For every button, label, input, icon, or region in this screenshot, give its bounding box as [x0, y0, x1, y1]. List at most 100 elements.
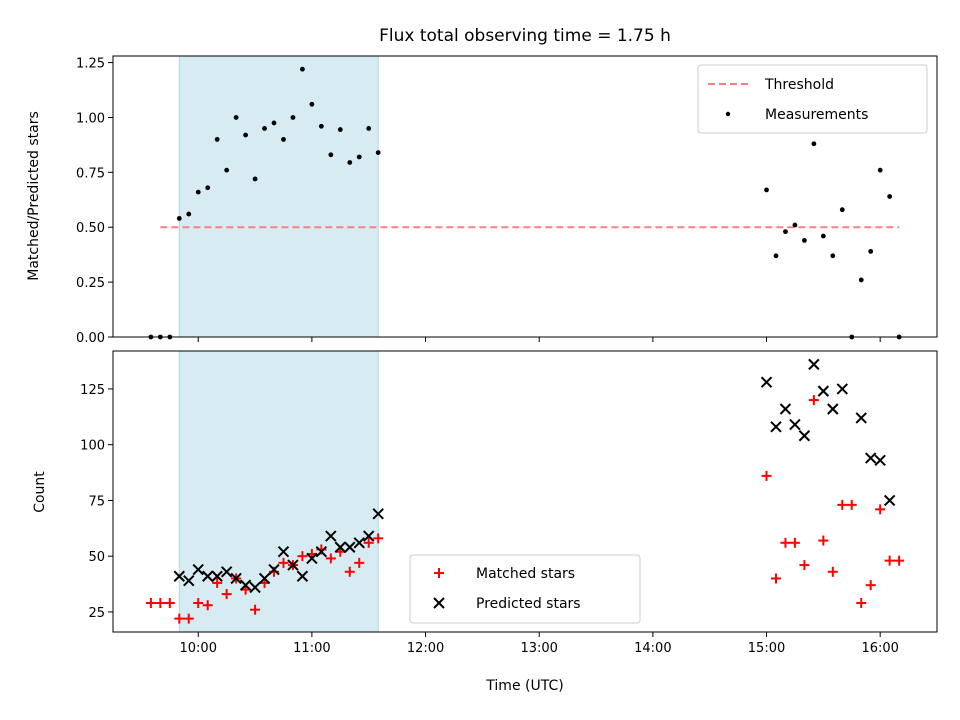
measurement-point [252, 176, 258, 182]
predicted-star-point [353, 537, 365, 549]
top-y-tick-label: 0.00 [76, 331, 105, 346]
predicted-star-point [306, 552, 318, 565]
matched-star-point [155, 598, 166, 609]
matched-star-point [202, 600, 213, 611]
measurement-point [318, 123, 324, 129]
predicted-star-point [855, 412, 867, 424]
measurement-point [176, 216, 182, 221]
measurement-point [773, 253, 779, 259]
measurement-point [224, 167, 230, 173]
bottom-legend-box [409, 554, 641, 624]
x-tick-label: 11:00 [293, 641, 330, 656]
bottom-legend: Matched stars Predicted stars [409, 554, 641, 624]
bottom-y-axis-label: Count [32, 471, 48, 513]
matched-star-point [278, 557, 289, 568]
measurement-point [783, 229, 788, 235]
legend-matched-swatch [434, 568, 444, 578]
top-observing-interval [179, 56, 379, 337]
predicted-star-point [258, 572, 271, 585]
top-plot-marks [148, 66, 902, 340]
predicted-star-point [202, 570, 214, 582]
matched-star-point [799, 560, 810, 571]
top-y-tick-label: 1.25 [76, 57, 105, 72]
predicted-star-point [211, 570, 223, 582]
measurement-point [290, 115, 296, 120]
matched-star-point [373, 533, 384, 544]
top-y-ticks: 0.00 0.25 0.50 0.75 1.00 1.25 [76, 57, 113, 346]
measurement-point [839, 207, 845, 213]
predicted-star-point [268, 563, 280, 576]
matched-star-point [818, 535, 829, 546]
predicted-star-point [770, 421, 782, 433]
measurement-point [802, 238, 807, 243]
matched-star-point [145, 598, 156, 609]
x-tick-label: 16:00 [861, 641, 898, 656]
matched-star-point [297, 551, 308, 562]
measurement-point [820, 233, 826, 239]
matched-star-point [856, 598, 867, 609]
chart-title: Flux total observing time = 1.75 h [379, 26, 671, 46]
predicted-star-point [220, 566, 233, 578]
predicted-star-point [334, 541, 347, 553]
bottom-panel: 10:00 11:00 12:00 13:00 14:00 15:00 16:00 25 50… [32, 350, 938, 694]
measurement-point [271, 120, 277, 126]
x-tick-label: 12:00 [407, 641, 444, 656]
matched-star-point [827, 566, 838, 577]
matched-star-point [808, 395, 819, 406]
matched-star-point [164, 598, 175, 609]
matched-star-point [325, 553, 336, 564]
measurement-point [811, 141, 817, 147]
bottom-x-ticks: 10:00 11:00 12:00 13:00 14:00 15:00 16:00 [180, 632, 899, 656]
legend-measurements-swatch [725, 111, 731, 117]
predicted-star-point [836, 383, 848, 395]
matched-star-point [837, 499, 848, 510]
matched-star-point [780, 537, 791, 548]
predicted-star-point [230, 572, 242, 585]
measurement-point [195, 189, 201, 195]
bottom-y-tick-label: 50 [88, 550, 105, 565]
bottom-y-tick-label: 100 [80, 439, 105, 454]
measurement-point [830, 253, 836, 259]
matched-star-point [875, 504, 886, 515]
measurement-point [337, 127, 343, 132]
matched-star-point [846, 499, 857, 510]
matched-star-point [174, 613, 185, 624]
matched-star-point [884, 555, 895, 566]
matched-star-point [770, 573, 781, 584]
bottom-y-tick-label: 125 [80, 383, 105, 398]
matched-star-point [894, 555, 905, 566]
top-y-tick-label: 0.50 [76, 221, 105, 236]
top-panel: 0.00 0.25 0.50 0.75 1.00 1.25 Matched/Predict… [26, 55, 938, 346]
predicted-star-point [817, 385, 830, 397]
measurement-point [375, 150, 381, 155]
bottom-y-ticks: 25 50 75 100 125 [80, 383, 113, 621]
matched-star-point [221, 589, 232, 600]
measurement-point [300, 66, 305, 72]
matched-star-point [761, 470, 772, 481]
measurement-point [186, 211, 192, 217]
predicted-star-point [344, 541, 356, 553]
measurement-point [764, 187, 769, 193]
top-legend: Threshold Measurements [697, 64, 928, 134]
predicted-star-point [372, 508, 384, 520]
top-axes-frame [112, 55, 938, 338]
measurement-point [877, 167, 883, 173]
predicted-star-point [779, 403, 792, 415]
predicted-star-point [808, 358, 820, 371]
matched-star-point [789, 537, 800, 548]
matched-star-point [183, 613, 194, 624]
predicted-star-point [864, 452, 877, 464]
measurement-point [366, 126, 372, 131]
top-y-axis-label: Matched/Predicted stars [26, 111, 42, 281]
predicted-star-point [296, 570, 309, 582]
predicted-star-point [363, 530, 375, 542]
top-x-ticks [197, 337, 881, 342]
predicted-star-point [277, 546, 290, 558]
measurement-point [356, 154, 362, 160]
predicted-star-point [325, 530, 337, 542]
measurement-point [214, 137, 220, 142]
matched-star-point [344, 566, 355, 577]
predicted-star-point [287, 559, 299, 571]
legend-measurements-label: Measurements [765, 107, 868, 123]
